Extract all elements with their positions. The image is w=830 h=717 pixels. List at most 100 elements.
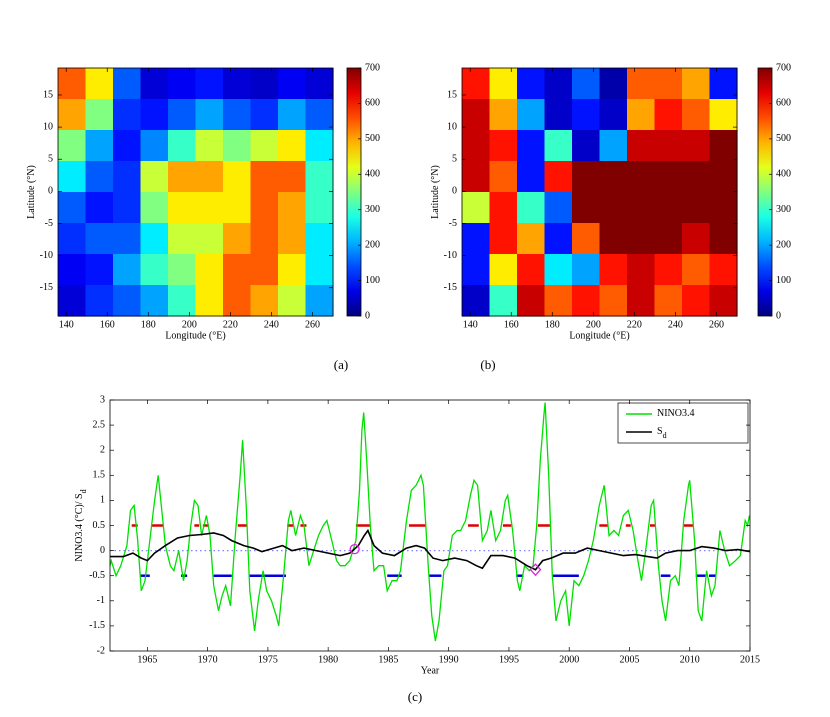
heat-cell bbox=[654, 68, 683, 100]
y-tick-label: -5 bbox=[449, 218, 457, 229]
heat-cell bbox=[58, 254, 87, 286]
y-tick-label: 1.5 bbox=[93, 470, 106, 481]
heat-cell bbox=[113, 254, 142, 286]
heat-cell bbox=[654, 285, 683, 317]
y-tick-label: -1 bbox=[97, 595, 105, 606]
y-tick-label: 15 bbox=[447, 89, 457, 100]
heat-cell bbox=[599, 223, 628, 255]
heat-cell bbox=[305, 130, 334, 162]
heat-cell bbox=[709, 254, 738, 286]
marker bbox=[529, 563, 542, 577]
heat-cell bbox=[113, 192, 142, 224]
heat-cell bbox=[140, 192, 169, 224]
heat-cell bbox=[654, 254, 683, 286]
y-tick-label: 0.5 bbox=[93, 520, 106, 531]
heat-cell bbox=[572, 68, 601, 100]
heat-cell bbox=[278, 161, 307, 193]
heat-cell bbox=[709, 161, 738, 193]
heat-cell bbox=[599, 68, 628, 100]
heat-cell bbox=[223, 223, 252, 255]
heat-cell bbox=[195, 161, 224, 193]
heat-cell bbox=[58, 223, 87, 255]
heat-cell bbox=[85, 192, 114, 224]
heat-cell bbox=[278, 192, 307, 224]
heat-cell bbox=[462, 254, 491, 286]
heat-cell bbox=[489, 192, 518, 224]
heat-cell bbox=[278, 285, 307, 317]
heat-cell bbox=[168, 68, 197, 100]
heat-cell bbox=[572, 192, 601, 224]
colorbar-tick-label: 200 bbox=[365, 239, 380, 250]
heat-cell bbox=[627, 161, 656, 193]
y-tick-label: 3 bbox=[100, 394, 105, 405]
heat-cell bbox=[195, 68, 224, 100]
heat-cell bbox=[517, 161, 546, 193]
y-tick-label: -10 bbox=[40, 250, 53, 261]
y-tick-label: 0 bbox=[100, 545, 105, 556]
heat-cell bbox=[250, 192, 279, 224]
y-axis-label: Latitude (°N) bbox=[430, 165, 441, 219]
y-tick-label: -10 bbox=[444, 250, 457, 261]
x-tick-label: 1995 bbox=[499, 654, 519, 665]
heat-cell bbox=[599, 130, 628, 162]
y-tick-label: 2 bbox=[100, 444, 105, 455]
heat-cell bbox=[85, 130, 114, 162]
colorbar-tick-label: 300 bbox=[776, 204, 791, 215]
heat-cell bbox=[544, 254, 573, 286]
heat-cell bbox=[682, 223, 711, 255]
legend-box bbox=[617, 402, 749, 444]
colorbar bbox=[757, 67, 773, 317]
heat-cell bbox=[168, 99, 197, 131]
marker bbox=[349, 543, 360, 555]
heat-cell bbox=[682, 130, 711, 162]
heat-cell bbox=[113, 68, 142, 100]
x-tick-label: 1965 bbox=[137, 654, 157, 665]
panel-label: (b) bbox=[480, 357, 495, 372]
colorbar-tick-label: 500 bbox=[365, 133, 380, 144]
y-tick-label: 0 bbox=[452, 186, 457, 197]
y-axis-label-text: Latitude (°N) bbox=[26, 165, 37, 219]
heat-cell bbox=[195, 285, 224, 317]
y-axis-label-sub: d bbox=[79, 489, 88, 493]
y-tick-label: -5 bbox=[45, 218, 53, 229]
colorbar bbox=[346, 67, 362, 317]
y-tick-label: 0 bbox=[48, 186, 53, 197]
series-line bbox=[110, 528, 751, 571]
heat-cell bbox=[250, 223, 279, 255]
heat-cell bbox=[627, 223, 656, 255]
colorbar-tick-label: 400 bbox=[365, 169, 380, 180]
heat-cell bbox=[250, 161, 279, 193]
heat-cell bbox=[168, 285, 197, 317]
heat-cell bbox=[709, 285, 738, 317]
axes-box bbox=[57, 67, 334, 317]
heat-cell bbox=[682, 285, 711, 317]
x-tick-label: 260 bbox=[709, 319, 724, 330]
heat-cell bbox=[599, 285, 628, 317]
y-tick-label: 10 bbox=[43, 121, 53, 132]
heat-cell bbox=[223, 130, 252, 162]
heat-cell bbox=[278, 130, 307, 162]
colorbar-tick-label: 300 bbox=[365, 204, 380, 215]
heat-cell bbox=[250, 285, 279, 317]
heat-cell bbox=[489, 223, 518, 255]
heat-cell bbox=[544, 192, 573, 224]
heat-cell bbox=[572, 223, 601, 255]
x-tick-label: 2010 bbox=[680, 654, 700, 665]
x-tick-label: 180 bbox=[545, 319, 560, 330]
heat-cell bbox=[544, 99, 573, 131]
heat-cell bbox=[58, 285, 87, 317]
y-tick-label: 5 bbox=[452, 154, 457, 165]
heat-cell bbox=[489, 130, 518, 162]
heat-cell bbox=[305, 254, 334, 286]
heat-cell bbox=[278, 223, 307, 255]
heat-cell bbox=[58, 99, 87, 131]
x-tick-label: 240 bbox=[264, 319, 279, 330]
heat-cell bbox=[85, 254, 114, 286]
heat-cell bbox=[223, 254, 252, 286]
heat-cell bbox=[572, 161, 601, 193]
x-axis-label: Longitude (°E) bbox=[569, 330, 629, 341]
heat-cell bbox=[113, 161, 142, 193]
x-tick-label: 1975 bbox=[258, 654, 278, 665]
heat-cell bbox=[572, 285, 601, 317]
heat-cell bbox=[305, 223, 334, 255]
